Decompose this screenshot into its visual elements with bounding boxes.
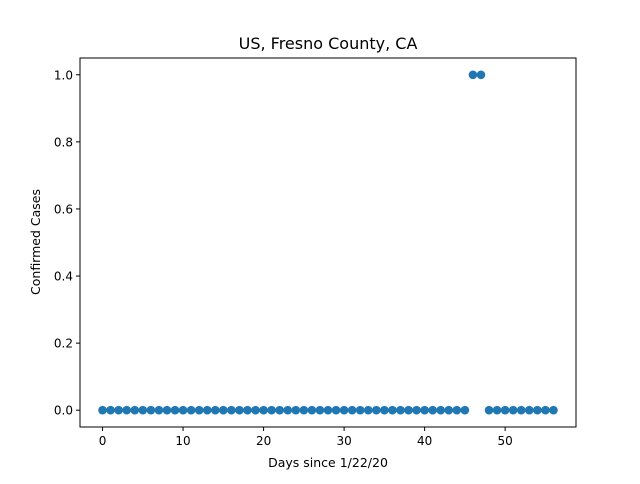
data-point (339, 405, 349, 415)
data-point (436, 405, 446, 415)
x-tick-label: 50 (498, 434, 513, 448)
data-point (533, 405, 542, 415)
data-point (516, 405, 526, 415)
data-point (138, 405, 148, 415)
data-point (508, 405, 518, 415)
data-point (444, 405, 454, 415)
data-point (267, 405, 276, 415)
data-point (549, 405, 558, 415)
data-point (275, 405, 284, 415)
data-point (146, 405, 156, 415)
data-point (388, 405, 397, 415)
y-tick-label: 1.0 (54, 68, 73, 82)
data-point (396, 405, 405, 415)
data-point (468, 70, 478, 80)
data-point (355, 405, 365, 415)
data-point (484, 405, 494, 415)
x-tick-label: 20 (256, 434, 271, 448)
data-point (114, 405, 123, 415)
x-tick-label: 40 (417, 434, 432, 448)
data-point (404, 405, 413, 415)
data-point (219, 405, 228, 415)
data-point (243, 405, 252, 415)
data-point (283, 405, 293, 415)
data-point (476, 70, 486, 80)
data-points (98, 70, 558, 415)
data-point (492, 405, 502, 415)
data-point (331, 405, 341, 415)
y-axis-label: Confirmed Cases (28, 189, 43, 295)
data-point (162, 405, 172, 415)
x-axis-label: Days since 1/22/20 (268, 455, 388, 470)
data-point (235, 405, 244, 415)
data-point (372, 405, 381, 415)
data-point (363, 405, 373, 415)
data-point (106, 405, 115, 415)
data-point (452, 405, 462, 415)
y-tick-label: 0.8 (54, 135, 73, 149)
data-point (347, 405, 357, 415)
data-point (186, 405, 196, 415)
data-point (259, 405, 268, 415)
data-point (122, 405, 132, 415)
chart-title: US, Fresno County, CA (239, 34, 418, 53)
data-point (315, 405, 325, 415)
data-point (194, 405, 204, 415)
data-point (154, 405, 164, 415)
plot-area-frame (79, 57, 577, 428)
x-tick-label: 30 (336, 434, 351, 448)
data-point (210, 405, 220, 415)
y-tick-label: 0.4 (54, 270, 73, 284)
data-point (170, 405, 180, 415)
data-point (380, 405, 389, 415)
data-point (541, 405, 550, 415)
data-point (251, 405, 260, 415)
data-point (412, 405, 421, 415)
x-tick-label: 0 (99, 434, 107, 448)
data-point (130, 405, 140, 415)
data-point (420, 405, 429, 415)
data-point (98, 405, 107, 415)
axis-ticks: 0 10 20 30 40 50 0.0 0.2 0.4 0.6 0.8 1.0 (54, 68, 513, 448)
data-point (524, 405, 534, 415)
data-point (323, 405, 333, 415)
data-point (460, 405, 470, 415)
data-point (291, 405, 301, 415)
data-point (227, 405, 236, 415)
data-point (500, 405, 510, 415)
data-point (299, 405, 309, 415)
y-tick-label: 0.6 (54, 202, 73, 216)
data-point (202, 405, 212, 415)
data-point (178, 405, 188, 415)
y-tick-label: 0.0 (54, 404, 73, 418)
data-point (307, 405, 317, 415)
y-tick-label: 0.2 (54, 337, 73, 351)
data-point (428, 405, 437, 415)
x-tick-label: 10 (175, 434, 190, 448)
